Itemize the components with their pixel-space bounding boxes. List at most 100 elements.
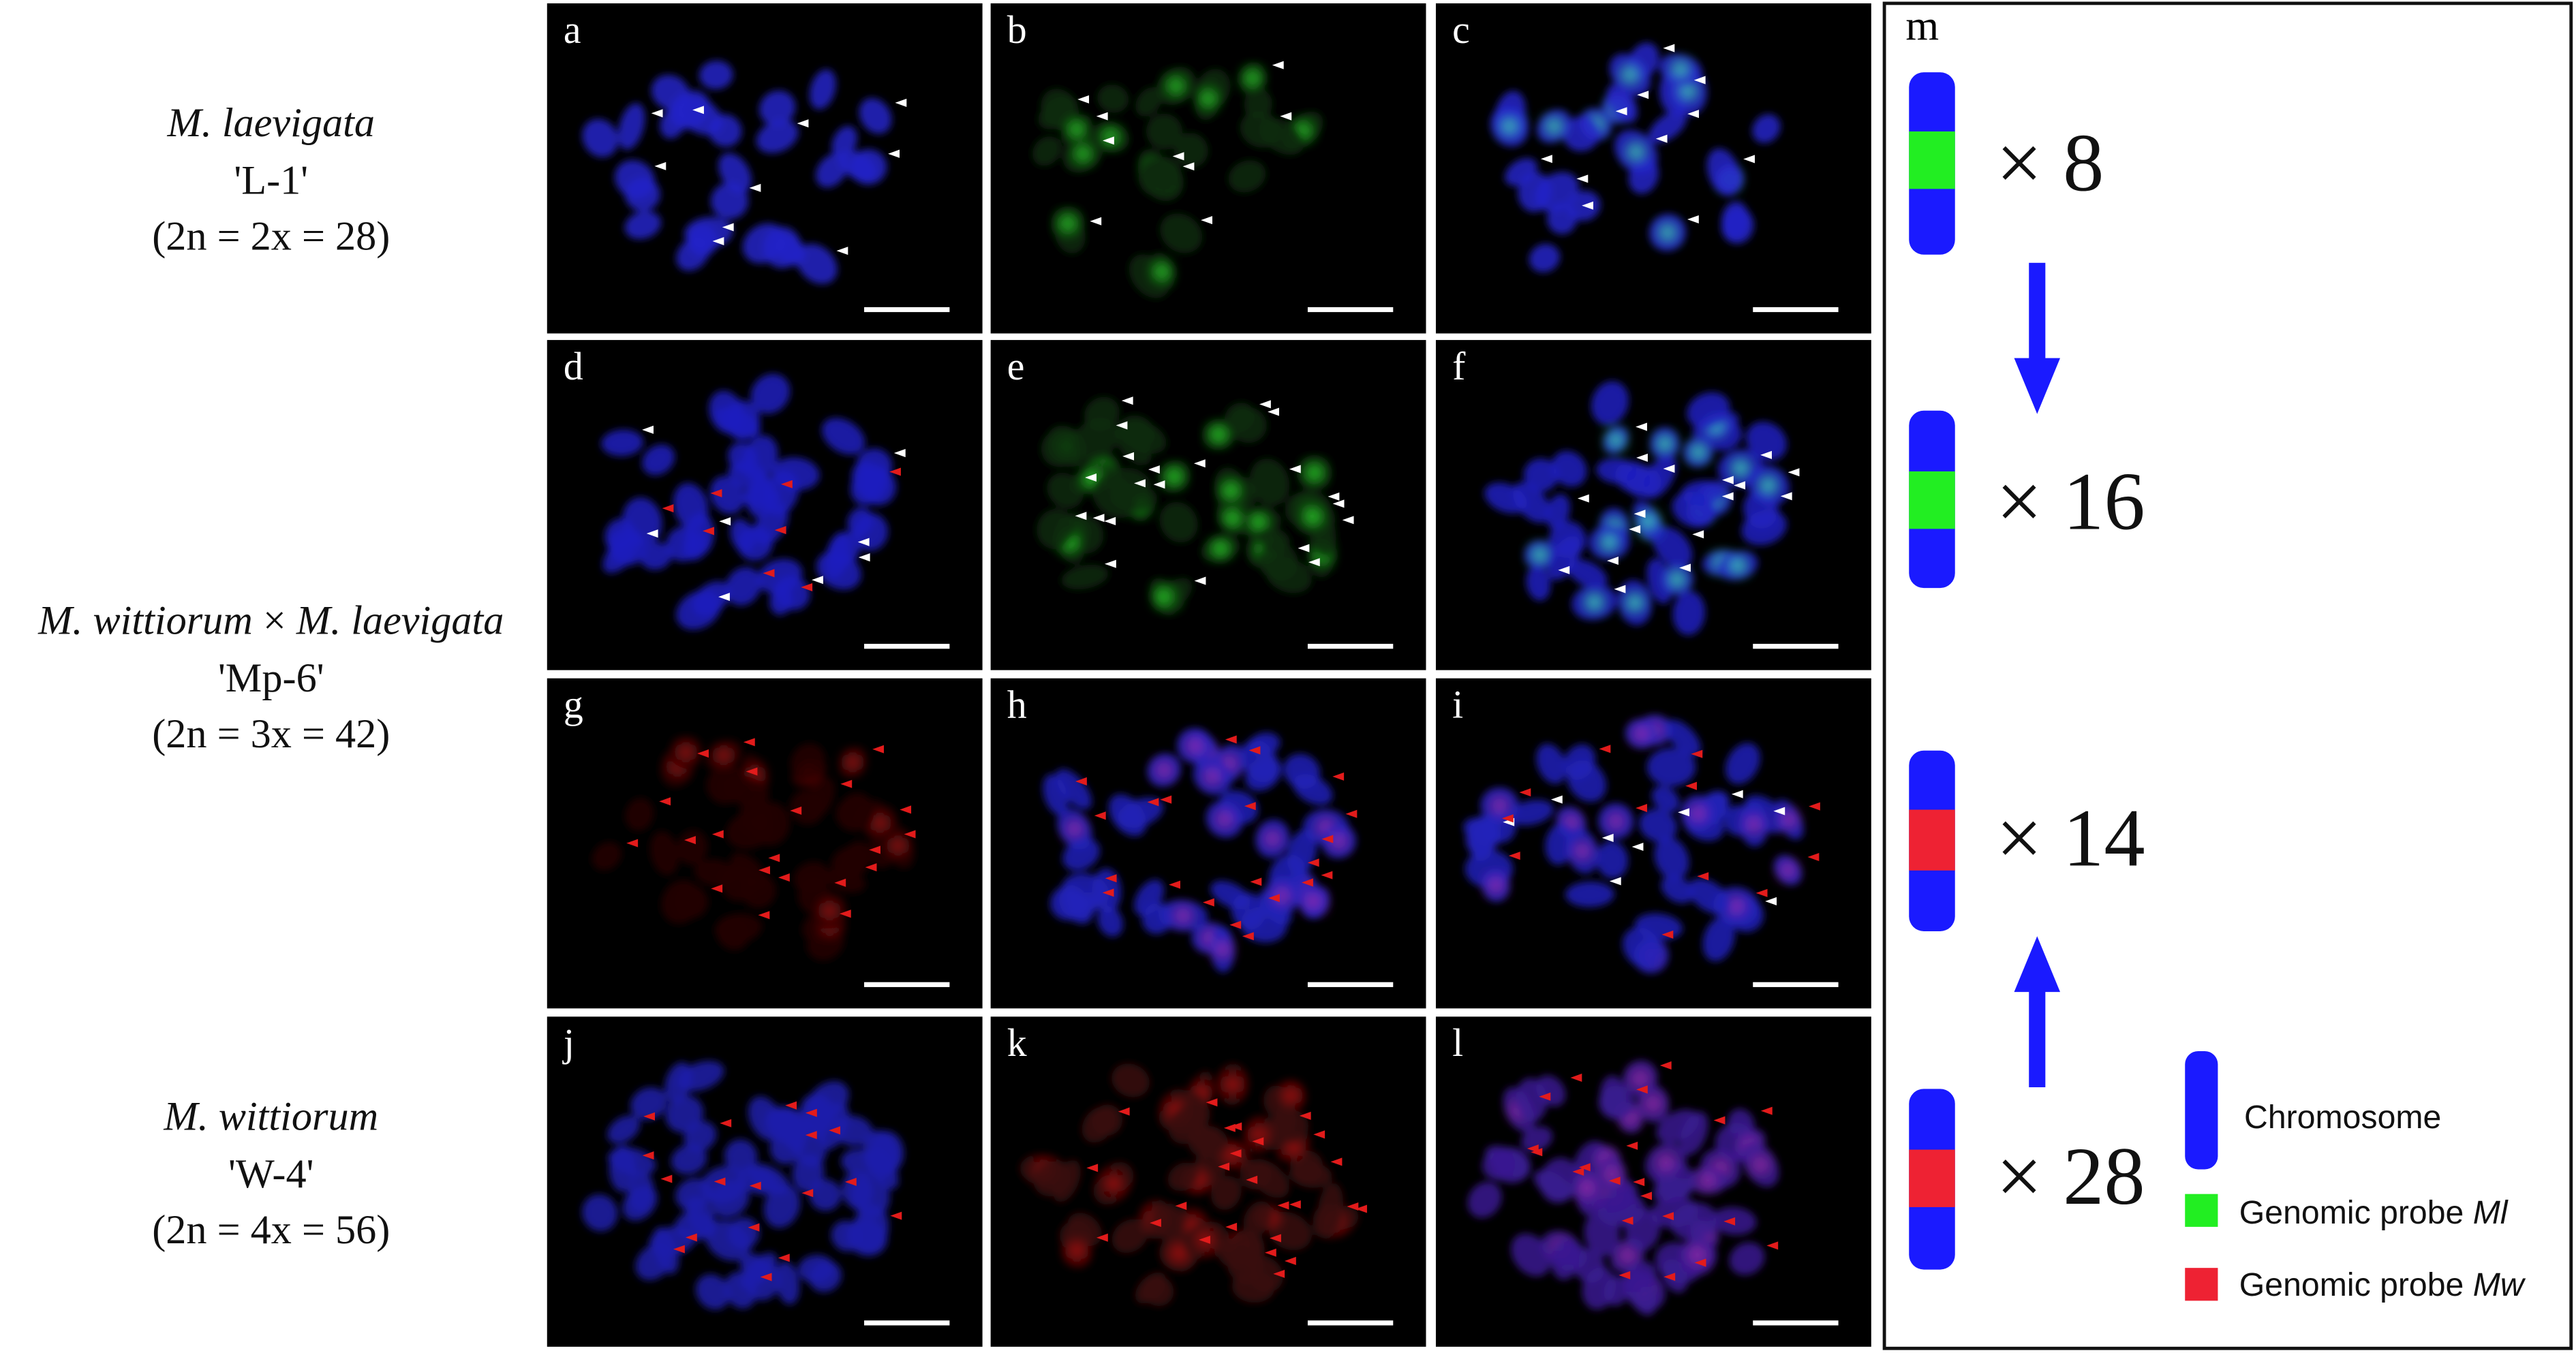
probe-signal — [1306, 465, 1323, 482]
chromosome — [1505, 158, 1537, 186]
arrowhead — [1252, 1137, 1264, 1146]
arrowhead — [1134, 479, 1146, 488]
arrowhead — [1301, 878, 1313, 887]
arrowhead — [900, 805, 912, 814]
chromosome — [1548, 520, 1586, 559]
arrowhead — [1615, 107, 1627, 116]
arrowhead — [748, 1223, 760, 1232]
arrowhead — [711, 830, 724, 839]
chromosome-cluster — [582, 1061, 904, 1310]
ploidy-label: (2n = 2x = 28) — [152, 214, 390, 260]
arrowhead — [662, 504, 674, 513]
arrowhead — [872, 745, 885, 753]
micrograph-background — [990, 340, 1426, 670]
chromosome — [1654, 837, 1689, 880]
probe-signal — [1626, 594, 1644, 611]
arrowhead — [1508, 852, 1520, 860]
chromosome — [618, 103, 645, 150]
arrowhead — [1160, 795, 1172, 804]
chromosome — [624, 211, 662, 240]
probe-band — [1909, 809, 1955, 871]
chromosome-cluster — [1490, 42, 1781, 272]
arrowhead — [1637, 91, 1649, 99]
arrowhead — [1678, 808, 1689, 817]
arrowhead — [1687, 110, 1699, 119]
arrowhead — [1272, 61, 1284, 69]
chromosome — [1623, 927, 1661, 969]
probe-signal — [821, 902, 838, 919]
arrowhead — [1250, 877, 1262, 886]
micrograph: b — [990, 3, 1426, 334]
chromosome — [1550, 1239, 1579, 1280]
arrowhead — [1121, 396, 1133, 405]
arrowhead — [642, 1151, 654, 1160]
probe-signal — [1689, 805, 1706, 822]
chromosome — [628, 1171, 654, 1213]
chromosome — [859, 467, 897, 505]
panel-letter: i — [1452, 683, 1463, 727]
chromosome — [1661, 875, 1694, 903]
chromosome — [1092, 1104, 1123, 1136]
arrowhead — [829, 1126, 841, 1135]
micrograph: h — [990, 678, 1426, 1009]
arrowhead — [1713, 1116, 1726, 1125]
chromosome — [664, 1062, 693, 1104]
arrowhead — [1289, 465, 1301, 473]
arrowhead — [712, 236, 724, 246]
chromosome — [1188, 1125, 1221, 1157]
chromosome — [1672, 491, 1716, 528]
probe-signal — [1621, 66, 1638, 83]
scale-bar — [1307, 307, 1394, 313]
chromosome — [661, 879, 702, 924]
chromosome — [1469, 816, 1498, 862]
chromosome — [709, 390, 744, 434]
arrowhead — [895, 98, 907, 107]
arrowhead — [1760, 450, 1772, 459]
arrowhead — [805, 1131, 817, 1140]
chromosome — [1244, 89, 1273, 119]
chromosome — [1512, 482, 1550, 523]
chromosome — [582, 1194, 618, 1232]
arrowhead — [1246, 1175, 1258, 1184]
arrowhead — [812, 576, 823, 585]
arrowhead — [1731, 790, 1743, 798]
arrowhead — [1147, 798, 1159, 807]
chromosome — [1041, 429, 1078, 467]
arrowhead — [1218, 1162, 1230, 1171]
arrowhead — [1723, 1217, 1736, 1226]
arrowhead — [1685, 781, 1698, 790]
probe-signal — [1224, 510, 1241, 527]
probe-signal — [1619, 1247, 1636, 1264]
arrowhead — [1636, 453, 1648, 462]
arrowhead — [1225, 735, 1237, 744]
ploidy-label: (2n = 4x = 56) — [152, 1207, 390, 1253]
chromosome — [604, 518, 635, 552]
arrowhead — [1773, 807, 1785, 815]
chromosome — [859, 97, 892, 134]
scale-bar — [864, 1320, 950, 1326]
arrowhead — [836, 247, 848, 255]
arrowhead — [1289, 1200, 1301, 1209]
probe-signal — [1699, 1172, 1716, 1189]
arrowhead — [780, 480, 793, 488]
arrowhead — [1809, 802, 1820, 811]
chromosome — [1259, 118, 1304, 155]
panel-letter: a — [564, 7, 581, 52]
chromosome — [1160, 213, 1203, 253]
arrowhead — [1268, 407, 1279, 416]
probe-signal — [1204, 768, 1221, 785]
arrowhead — [1693, 76, 1706, 84]
arrowhead — [1572, 1167, 1584, 1176]
chromosome — [750, 373, 791, 414]
chromosome — [1752, 114, 1781, 144]
text-part: Genomic probe — [2239, 1266, 2473, 1303]
chromosome — [651, 74, 690, 110]
chromosome — [1639, 809, 1677, 842]
probe-signal — [1728, 898, 1745, 915]
chromosome — [746, 1261, 781, 1301]
probe-signal — [1244, 69, 1261, 87]
chromosome — [850, 1173, 890, 1219]
arrowhead — [778, 873, 790, 882]
probe-signal — [1659, 224, 1676, 241]
probe-signal — [1068, 1242, 1086, 1260]
